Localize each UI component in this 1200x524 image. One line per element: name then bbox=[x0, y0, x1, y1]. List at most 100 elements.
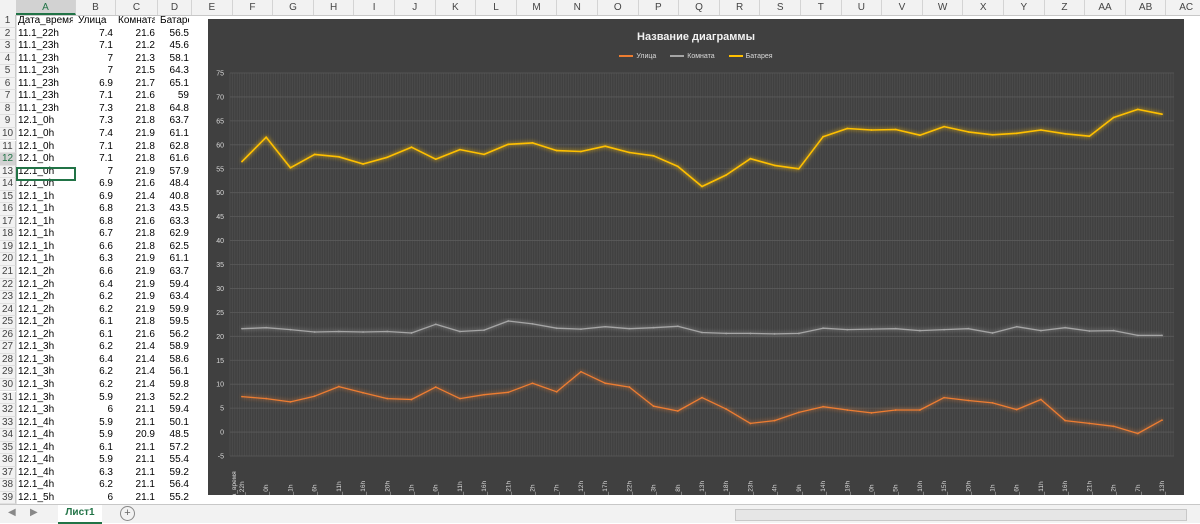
table-cell[interactable]: 63.7 bbox=[169, 266, 189, 277]
column-header-d[interactable]: D bbox=[158, 0, 192, 15]
table-cell[interactable]: 21.5 bbox=[135, 65, 155, 77]
table-cell[interactable]: 59.8 bbox=[169, 378, 189, 390]
table-cell[interactable]: 21.1 bbox=[135, 441, 155, 453]
active-cell[interactable] bbox=[16, 167, 76, 181]
header-cell[interactable]: Улица bbox=[78, 15, 107, 26]
table-cell[interactable]: 5.9 bbox=[99, 454, 113, 466]
row-header-20[interactable]: 20 bbox=[0, 253, 16, 266]
table-cell[interactable]: 21.9 bbox=[135, 278, 155, 290]
table-cell[interactable]: 20.9 bbox=[135, 429, 155, 441]
column-header-b[interactable]: B bbox=[76, 0, 116, 15]
table-cell[interactable]: 6 bbox=[107, 404, 113, 416]
row-header-8[interactable]: 8 bbox=[0, 102, 16, 116]
row-header-1[interactable]: 1 bbox=[0, 15, 16, 28]
table-cell[interactable]: 6.2 bbox=[99, 341, 113, 353]
row-header-33[interactable]: 33 bbox=[0, 416, 16, 430]
table-cell[interactable]: 61.1 bbox=[169, 127, 189, 139]
table-cell[interactable]: 5.9 bbox=[99, 391, 113, 403]
column-header-c[interactable]: C bbox=[116, 0, 158, 15]
table-cell[interactable]: 7.4 bbox=[99, 27, 113, 39]
series-1[interactable] bbox=[241, 320, 1163, 337]
table-cell[interactable]: 6.4 bbox=[99, 278, 113, 290]
table-cell[interactable]: 6 bbox=[107, 491, 113, 503]
column-header-a[interactable]: A bbox=[16, 0, 76, 15]
table-cell[interactable]: 21.1 bbox=[135, 454, 155, 466]
table-cell[interactable]: 12.1_3h bbox=[18, 353, 55, 365]
table-cell[interactable]: 21.6 bbox=[135, 178, 155, 190]
table-cell[interactable]: 21.6 bbox=[135, 90, 155, 102]
row-header-21[interactable]: 21 bbox=[0, 266, 16, 279]
table-cell[interactable]: 40.8 bbox=[169, 190, 189, 202]
table-cell[interactable]: 48.4 bbox=[169, 178, 189, 190]
column-header-o[interactable]: O bbox=[598, 0, 639, 15]
table-cell[interactable]: 6.9 bbox=[99, 178, 113, 190]
table-cell[interactable]: 52.2 bbox=[169, 391, 189, 403]
prev-sheet-icon[interactable]: ◀ bbox=[8, 507, 16, 518]
row-header-9[interactable]: 9 bbox=[0, 115, 16, 128]
column-header-e[interactable]: E bbox=[192, 0, 233, 15]
table-cell[interactable]: 43.5 bbox=[169, 203, 189, 215]
row-header-24[interactable]: 24 bbox=[0, 303, 16, 317]
table-cell[interactable]: 21.2 bbox=[135, 40, 155, 52]
table-cell[interactable]: 6.2 bbox=[99, 303, 113, 315]
table-cell[interactable]: 7.1 bbox=[99, 40, 113, 52]
table-cell[interactable]: 12.1_1h bbox=[18, 240, 55, 252]
row-header-6[interactable]: 6 bbox=[0, 77, 16, 91]
table-cell[interactable]: 12.1_1h bbox=[18, 203, 55, 215]
row-header-37[interactable]: 37 bbox=[0, 466, 16, 480]
column-header-w[interactable]: W bbox=[923, 0, 964, 15]
column-header-v[interactable]: V bbox=[882, 0, 923, 15]
sheet-tab-list1[interactable]: Лист1 bbox=[58, 505, 102, 524]
table-cell[interactable]: 21.8 bbox=[135, 228, 155, 240]
table-cell[interactable]: 59.2 bbox=[169, 466, 189, 478]
table-cell[interactable]: 12.1_0h bbox=[18, 127, 55, 139]
table-cell[interactable]: 11.1_22h bbox=[18, 27, 59, 39]
table-cell[interactable]: 6.6 bbox=[99, 240, 113, 252]
row-header-32[interactable]: 32 bbox=[0, 404, 16, 417]
table-cell[interactable]: 21.8 bbox=[135, 102, 155, 114]
table-cell[interactable]: 7.1 bbox=[99, 153, 113, 165]
table-cell[interactable]: 21.8 bbox=[135, 140, 155, 152]
table-cell[interactable]: 58.6 bbox=[169, 353, 189, 365]
table-cell[interactable]: 6.4 bbox=[99, 353, 113, 365]
table-cell[interactable]: 61.6 bbox=[169, 153, 189, 165]
column-header-p[interactable]: P bbox=[639, 0, 680, 15]
table-cell[interactable]: 12.1_2h bbox=[18, 291, 55, 303]
table-cell[interactable]: 7.3 bbox=[99, 102, 113, 114]
row-header-28[interactable]: 28 bbox=[0, 353, 16, 367]
column-header-l[interactable]: L bbox=[476, 0, 517, 15]
table-cell[interactable]: 21.9 bbox=[135, 165, 155, 177]
table-cell[interactable]: 12.1_0h bbox=[18, 153, 55, 165]
header-cell[interactable]: Батарея bbox=[160, 15, 189, 26]
next-sheet-icon[interactable]: ▶ bbox=[30, 507, 38, 518]
series-2[interactable] bbox=[241, 108, 1163, 188]
table-cell[interactable]: 59 bbox=[177, 90, 189, 102]
table-cell[interactable]: 12.1_4h bbox=[18, 454, 55, 466]
row-header-25[interactable]: 25 bbox=[0, 316, 16, 329]
table-cell[interactable]: 21.4 bbox=[135, 366, 155, 378]
table-cell[interactable]: 11.1_23h bbox=[18, 102, 59, 114]
column-header-ac[interactable]: AC bbox=[1166, 0, 1200, 15]
table-cell[interactable]: 45.6 bbox=[169, 40, 189, 52]
column-header-h[interactable]: H bbox=[314, 0, 355, 15]
table-cell[interactable]: 12.1_3h bbox=[18, 341, 55, 353]
table-cell[interactable]: 64.8 bbox=[169, 102, 189, 114]
table-cell[interactable]: 6.7 bbox=[99, 228, 113, 240]
table-cell[interactable]: 6.3 bbox=[99, 253, 113, 265]
row-header-17[interactable]: 17 bbox=[0, 215, 16, 229]
row-header-10[interactable]: 10 bbox=[0, 127, 16, 141]
table-cell[interactable]: 6.1 bbox=[99, 316, 113, 328]
table-cell[interactable]: 5.9 bbox=[99, 416, 113, 428]
table-cell[interactable]: 21.1 bbox=[135, 491, 155, 503]
table-cell[interactable]: 12.1_3h bbox=[18, 391, 55, 403]
table-cell[interactable]: 58.1 bbox=[169, 52, 189, 64]
row-header-12[interactable]: 12 bbox=[0, 153, 16, 166]
table-cell[interactable]: 63.7 bbox=[169, 115, 189, 127]
row-header-29[interactable]: 29 bbox=[0, 366, 16, 379]
chart-legend[interactable]: Улица Комната Батарея bbox=[208, 53, 1184, 60]
row-header-2[interactable]: 2 bbox=[0, 27, 16, 41]
table-cell[interactable]: 5.9 bbox=[99, 429, 113, 441]
table-cell[interactable]: 12.1_4h bbox=[18, 429, 55, 441]
column-header-i[interactable]: I bbox=[354, 0, 395, 15]
table-cell[interactable]: 7.4 bbox=[99, 127, 113, 139]
